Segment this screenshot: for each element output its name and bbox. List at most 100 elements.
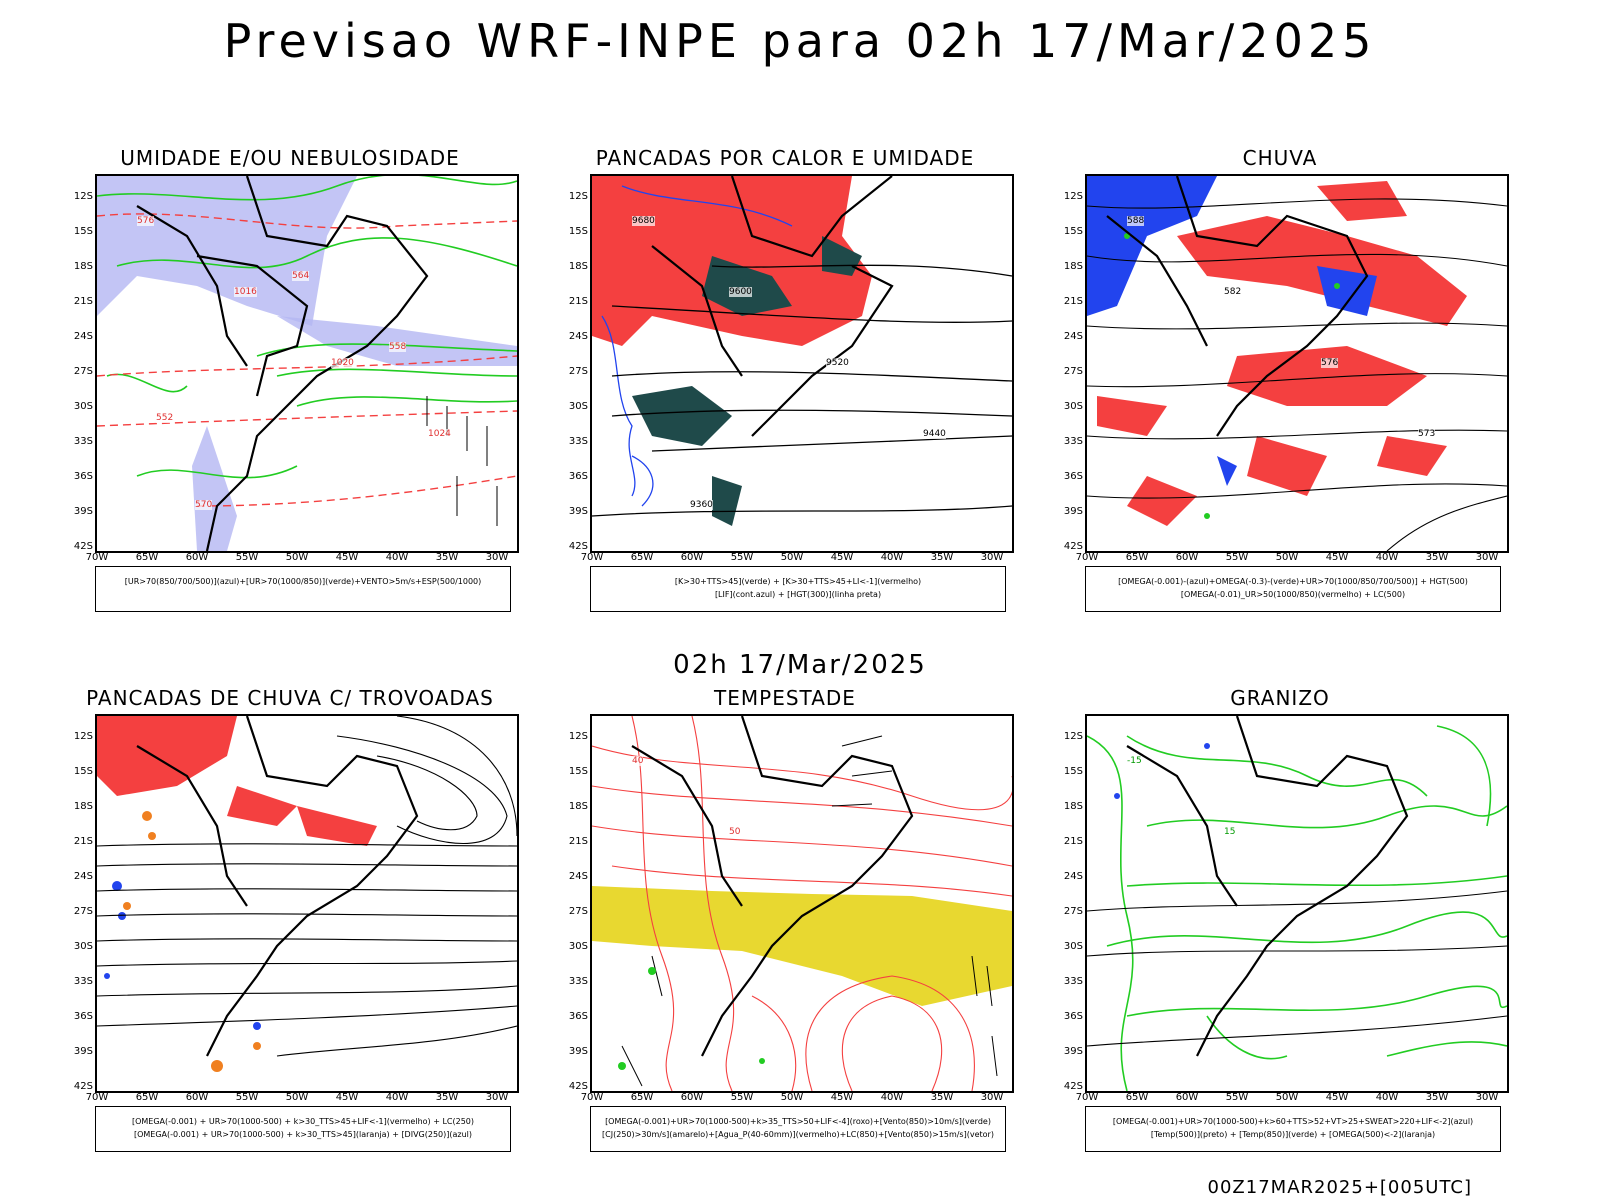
contour-label: 552 (156, 413, 174, 423)
legend-line: [CJ(250)>30m/s](amarelo)+[Agua_P(40-60mm… (602, 1130, 994, 1139)
contour-label: 576 (137, 216, 155, 226)
lat-tick-label: 30S (73, 401, 93, 412)
legend-line: [LIF](cont.azul) + [HGT(300)](linha pret… (714, 590, 882, 599)
contour-label: -15 (1127, 756, 1142, 766)
lon-tick-label: 60W (185, 552, 209, 563)
panel-title: PANCADAS DE CHUVA C/ TROVOADAS (86, 686, 494, 710)
lat-tick-label: 30S (568, 941, 588, 952)
contour-label: 15 (1224, 827, 1236, 837)
lat-tick-label: 30S (1063, 401, 1083, 412)
panel-title: PANCADAS POR CALOR E UMIDADE (595, 146, 975, 170)
map-area[interactable]: 576 1016 1020 1024 570 564 558 552 (95, 174, 519, 553)
map-area[interactable]: 40 50 (590, 714, 1014, 1093)
lat-tick-label: 42S (73, 541, 93, 552)
lat-tick-label: 42S (1063, 541, 1083, 552)
lat-tick-label: 39S (568, 506, 588, 517)
lat-tick-label: 24S (568, 871, 588, 882)
lon-tick-label: 45W (1325, 1092, 1349, 1103)
lon-tick-label: 30W (485, 1092, 509, 1103)
lon-tick-label: 35W (1425, 1092, 1449, 1103)
lat-tick-label: 42S (73, 1081, 93, 1092)
lat-tick-label: 27S (1063, 366, 1083, 377)
lat-tick-label: 36S (568, 1011, 588, 1022)
lat-tick-label: 36S (1063, 1011, 1083, 1022)
lat-tick-label: 12S (568, 191, 588, 202)
contour-label: 1016 (234, 287, 257, 297)
lon-tick-label: 55W (730, 1092, 754, 1103)
lon-tick-label: 70W (85, 552, 109, 563)
lat-tick-label: 24S (568, 331, 588, 342)
lat-tick-label: 33S (1063, 976, 1083, 987)
contour-label: 1020 (331, 358, 354, 368)
legend-line: [UR>70(850/700/500)](azul)+[UR>70(1000/8… (124, 577, 482, 586)
lat-tick-label: 33S (568, 436, 588, 447)
lat-tick-label: 21S (568, 836, 588, 847)
lat-tick-label: 36S (73, 1011, 93, 1022)
lon-tick-label: 65W (135, 552, 159, 563)
mid-timestamp: 02h 17/Mar/2025 (673, 650, 927, 680)
lat-tick-label: 21S (1063, 836, 1083, 847)
panel-umidade: UMIDADE E/OU NEBULOSIDADE (55, 146, 525, 646)
contour-label: 1024 (428, 429, 451, 439)
map-area[interactable]: 588 582 576 573 (1085, 174, 1509, 553)
lat-tick-label: 18S (1063, 261, 1083, 272)
lon-tick-label: 50W (285, 552, 309, 563)
lat-tick-label: 15S (568, 226, 588, 237)
lon-tick-label: 45W (830, 1092, 854, 1103)
contour-label: 9600 (729, 287, 752, 297)
lat-tick-label: 15S (73, 766, 93, 777)
lon-tick-label: 70W (1075, 552, 1099, 563)
lon-tick-label: 40W (385, 1092, 409, 1103)
panel-title: GRANIZO (1230, 686, 1330, 710)
lat-tick-label: 42S (1063, 1081, 1083, 1092)
lon-tick-label: 70W (1075, 1092, 1099, 1103)
map-area[interactable]: -15 15 (1085, 714, 1509, 1093)
lat-tick-label: 18S (568, 801, 588, 812)
lon-tick-label: 60W (1175, 1092, 1199, 1103)
contour-label: 9680 (632, 216, 655, 226)
lat-tick-label: 24S (73, 871, 93, 882)
lat-tick-label: 15S (73, 226, 93, 237)
lon-tick-label: 55W (235, 552, 259, 563)
page-title: Previsao WRF-INPE para 02h 17/Mar/2025 (223, 14, 1377, 68)
lat-tick-label: 12S (73, 731, 93, 742)
lon-tick-label: 50W (780, 552, 804, 563)
contour-label: 40 (632, 756, 644, 766)
panel-legend: [K>30+TTS>45](verde) + [K>30+TTS>45+LI<-… (590, 566, 1006, 612)
lon-tick-label: 65W (630, 1092, 654, 1103)
lat-tick-label: 39S (73, 506, 93, 517)
lat-tick-label: 21S (1063, 296, 1083, 307)
lon-tick-label: 55W (235, 1092, 259, 1103)
panel-legend: [OMEGA(-0.001)-(azul)+OMEGA(-0.3)-(verde… (1085, 566, 1501, 612)
lat-tick-label: 15S (1063, 766, 1083, 777)
lon-tick-label: 70W (85, 1092, 109, 1103)
panel-pancadas-trovoadas: PANCADAS DE CHUVA C/ TROVOADAS (55, 686, 525, 1186)
lat-tick-label: 39S (1063, 506, 1083, 517)
lon-tick-label: 40W (1375, 1092, 1399, 1103)
lat-tick-label: 33S (73, 976, 93, 987)
lon-tick-label: 60W (1175, 552, 1199, 563)
lon-tick-label: 45W (1325, 552, 1349, 563)
contour-label: 588 (1127, 216, 1145, 226)
lat-tick-label: 18S (73, 801, 93, 812)
legend-line: [OMEGA(-0.001)+UR>70(1000-500)+k>60+TTS>… (1112, 1117, 1474, 1126)
lon-tick-label: 30W (1475, 1092, 1499, 1103)
panel-granizo: GRANIZO -1 (1045, 686, 1515, 1186)
map-area[interactable] (95, 714, 519, 1093)
lat-tick-label: 18S (568, 261, 588, 272)
panel-legend: [OMEGA(-0.001)+UR>70(1000-500)+k>60+TTS>… (1085, 1106, 1501, 1152)
lon-tick-label: 65W (1125, 552, 1149, 563)
lat-tick-label: 36S (568, 471, 588, 482)
lat-tick-label: 18S (73, 261, 93, 272)
legend-line: [OMEGA(-0.001)+UR>70(1000-500)+k>35_TTS>… (605, 1117, 991, 1126)
lon-tick-label: 60W (680, 552, 704, 563)
lat-tick-label: 24S (1063, 331, 1083, 342)
lon-tick-label: 60W (680, 1092, 704, 1103)
lon-tick-label: 30W (980, 1092, 1004, 1103)
lon-tick-label: 35W (1425, 552, 1449, 563)
footer-run-label: 00Z17MAR2025+[005UTC] (1207, 1177, 1472, 1198)
map-area[interactable]: 9680 9600 9520 9440 9360 (590, 174, 1014, 553)
lat-tick-label: 33S (1063, 436, 1083, 447)
lon-tick-label: 40W (1375, 552, 1399, 563)
lat-tick-label: 27S (568, 366, 588, 377)
